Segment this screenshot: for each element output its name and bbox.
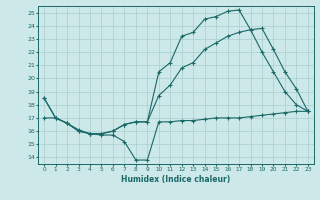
X-axis label: Humidex (Indice chaleur): Humidex (Indice chaleur)	[121, 175, 231, 184]
